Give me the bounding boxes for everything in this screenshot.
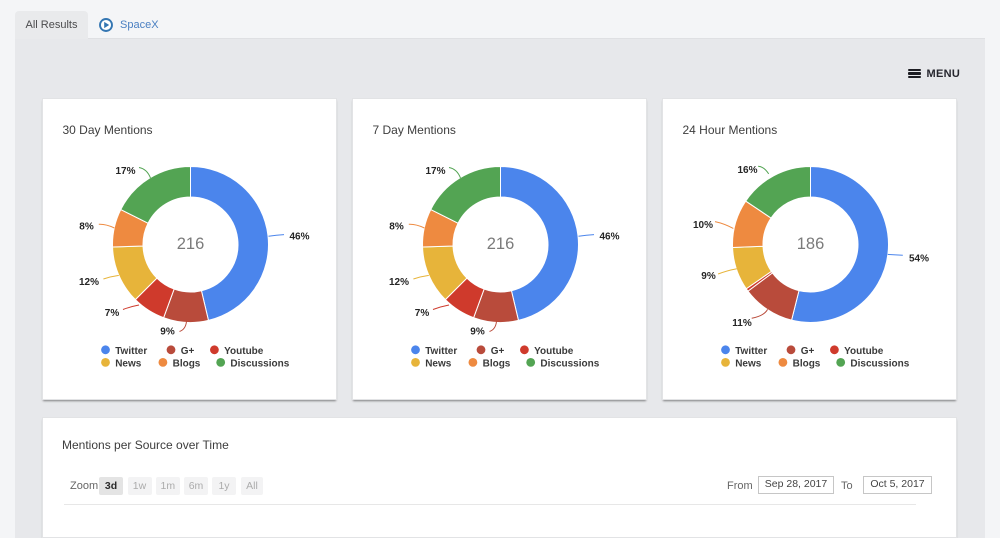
svg-text:News: News xyxy=(115,358,142,369)
svg-text:Blogs: Blogs xyxy=(793,358,821,369)
svg-text:9%: 9% xyxy=(470,326,485,337)
svg-text:Blogs: Blogs xyxy=(483,358,511,369)
svg-text:Youtube: Youtube xyxy=(224,345,264,356)
svg-text:8%: 8% xyxy=(389,221,404,232)
svg-text:G+: G+ xyxy=(181,345,195,356)
svg-text:Youtube: Youtube xyxy=(844,345,884,356)
svg-text:46%: 46% xyxy=(289,231,309,242)
svg-text:11%: 11% xyxy=(732,317,752,328)
svg-text:17%: 17% xyxy=(425,165,445,176)
svg-text:46%: 46% xyxy=(599,231,619,242)
svg-text:216: 216 xyxy=(487,235,515,253)
svg-text:9%: 9% xyxy=(160,326,175,337)
svg-text:Youtube: Youtube xyxy=(534,345,574,356)
svg-text:186: 186 xyxy=(797,235,825,253)
svg-text:54%: 54% xyxy=(909,253,929,264)
svg-text:216: 216 xyxy=(177,235,205,253)
svg-text:7%: 7% xyxy=(105,307,120,318)
svg-text:12%: 12% xyxy=(79,276,99,287)
svg-text:16%: 16% xyxy=(737,164,757,175)
svg-text:12%: 12% xyxy=(389,276,409,287)
svg-text:8%: 8% xyxy=(79,221,94,232)
svg-text:Blogs: Blogs xyxy=(173,358,201,369)
svg-text:G+: G+ xyxy=(491,345,505,356)
svg-text:Twitter: Twitter xyxy=(425,345,457,356)
svg-text:Discussions: Discussions xyxy=(230,358,289,369)
svg-text:News: News xyxy=(425,358,452,369)
svg-text:9%: 9% xyxy=(701,270,716,281)
svg-text:Discussions: Discussions xyxy=(540,358,599,369)
svg-text:17%: 17% xyxy=(115,165,135,176)
svg-text:G+: G+ xyxy=(801,345,815,356)
svg-text:Twitter: Twitter xyxy=(735,345,767,356)
svg-text:7%: 7% xyxy=(415,307,430,318)
svg-text:News: News xyxy=(735,358,762,369)
svg-text:Discussions: Discussions xyxy=(850,358,909,369)
svg-text:10%: 10% xyxy=(693,219,713,230)
svg-text:Twitter: Twitter xyxy=(115,345,147,356)
